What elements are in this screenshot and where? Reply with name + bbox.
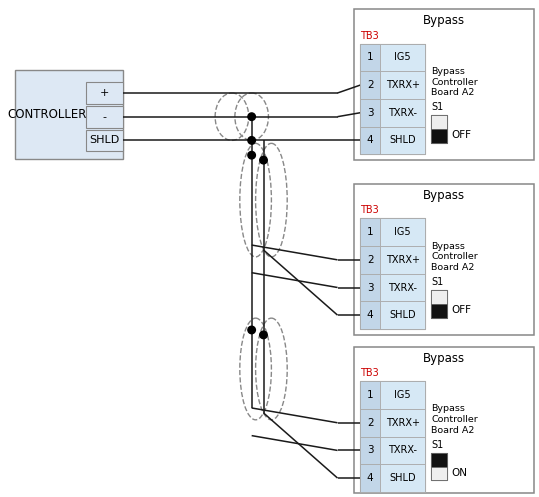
Text: ON: ON [451,468,467,478]
Text: 3: 3 [367,282,374,293]
Text: 1: 1 [367,227,374,237]
Text: Bypass: Bypass [431,405,465,414]
Bar [380,246,425,274]
Text: Controller: Controller [431,252,478,261]
Text: Board A2: Board A2 [431,263,475,272]
Bar [431,453,447,481]
Text: IG5: IG5 [395,227,411,237]
Bar [380,301,425,329]
Text: 4: 4 [367,310,374,320]
Bar [431,115,447,129]
Text: IG5: IG5 [395,390,411,400]
Text: +: + [100,88,109,98]
Text: S1: S1 [431,277,444,287]
Text: Bypass: Bypass [431,67,465,76]
Bar [360,436,380,464]
Bar [360,99,380,127]
Text: 1: 1 [367,390,374,400]
Bar [380,44,425,71]
Bar [380,99,425,127]
Text: Bypass: Bypass [431,242,465,250]
Circle shape [248,326,255,333]
Text: 2: 2 [367,418,374,428]
Bar [380,71,425,99]
Text: Bypass: Bypass [423,352,465,365]
Bar [360,274,380,301]
Text: TXRX-: TXRX- [388,108,417,118]
Bar [360,246,380,274]
Text: SHLD: SHLD [389,473,416,483]
Text: 3: 3 [367,108,374,118]
Text: TB3: TB3 [360,368,379,378]
Bar [380,274,425,301]
Text: -: - [102,112,107,122]
Bar [360,71,380,99]
Bar [360,381,380,409]
Text: TXRX+: TXRX+ [386,255,420,265]
Bar [360,218,425,329]
Text: Controller: Controller [431,78,478,86]
Text: TXRX-: TXRX- [388,445,417,455]
Text: 3: 3 [367,445,374,455]
Bar [354,184,534,335]
Text: TXRX+: TXRX+ [386,80,420,90]
Bar [380,464,425,492]
Bar [380,409,425,436]
Bar [354,9,534,160]
Circle shape [248,137,255,144]
Text: Board A2: Board A2 [431,426,475,435]
Text: SHLD: SHLD [89,135,120,146]
Text: OFF: OFF [451,305,471,315]
Bar [431,290,447,304]
Bar [431,290,447,318]
Text: SHLD: SHLD [389,135,416,146]
Text: Controller: Controller [431,415,478,424]
Bar [431,129,447,143]
Bar [354,347,534,493]
Text: 1: 1 [367,52,374,63]
Bar [431,115,447,143]
Bar [360,127,380,154]
Bar [431,304,447,318]
Bar [431,453,447,467]
Circle shape [248,113,255,120]
Text: SHLD: SHLD [389,310,416,320]
Bar [86,130,123,151]
Bar [360,44,425,154]
Text: IG5: IG5 [395,52,411,63]
Text: Bypass: Bypass [423,189,465,202]
Circle shape [260,157,267,164]
Circle shape [248,152,255,159]
Bar [15,70,123,159]
Text: TB3: TB3 [360,205,379,216]
Text: TB3: TB3 [360,31,379,41]
Text: Bypass: Bypass [423,14,465,27]
Bar [360,218,380,246]
Text: S1: S1 [431,102,444,112]
Text: OFF: OFF [451,130,471,140]
Bar [86,106,123,128]
Bar [360,464,380,492]
Bar [360,301,380,329]
Bar [380,381,425,409]
Text: 2: 2 [367,255,374,265]
Text: TXRX-: TXRX- [388,282,417,293]
Text: 4: 4 [367,135,374,146]
Bar [380,127,425,154]
Text: TXRX+: TXRX+ [386,418,420,428]
Bar [86,82,123,104]
Text: Board A2: Board A2 [431,88,475,97]
Bar [360,381,425,492]
Bar [360,44,380,71]
Bar [380,218,425,246]
Circle shape [260,331,267,338]
Bar [380,436,425,464]
Bar [360,409,380,436]
Bar [431,467,447,481]
Text: 4: 4 [367,473,374,483]
Text: 2: 2 [367,80,374,90]
Text: S1: S1 [431,440,444,450]
Text: CONTROLLER: CONTROLLER [8,108,87,121]
